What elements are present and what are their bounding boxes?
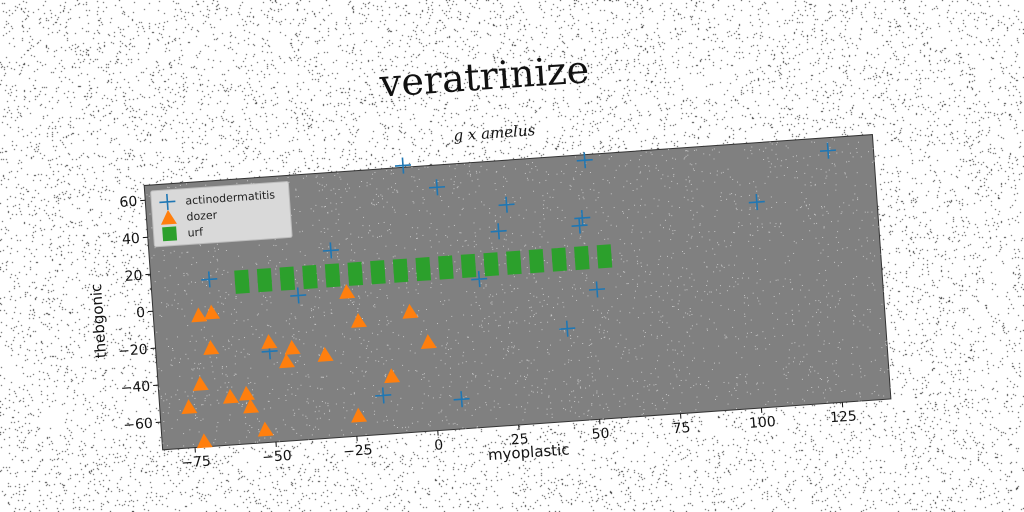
urf-point <box>234 278 250 294</box>
actinodermatitis-point <box>819 142 837 159</box>
legend-box <box>150 181 293 248</box>
urf-point <box>280 275 296 291</box>
urf-point <box>416 266 432 282</box>
dozer-point <box>196 433 213 449</box>
y-tick-label: −20 <box>118 342 149 360</box>
plot-background <box>143 134 892 451</box>
legend-marker-actinodermatitis <box>159 193 176 210</box>
y-tick-label: 20 <box>124 268 143 285</box>
urf-point <box>484 261 499 277</box>
dozer-point <box>279 353 296 369</box>
urf-point <box>597 253 613 269</box>
urf-point <box>574 255 590 271</box>
legend-label: urf <box>187 225 204 239</box>
dozer-point <box>339 284 356 300</box>
x-tick-label: −50 <box>262 448 293 466</box>
x-tick-label: 0 <box>434 437 444 454</box>
y-tick-label: 40 <box>122 231 141 248</box>
actinodermatitis-point <box>375 387 392 404</box>
dozer-point <box>384 368 401 384</box>
actinodermatitis-point <box>576 152 593 169</box>
dozer-point <box>192 376 209 391</box>
y-tick-label: −40 <box>120 379 151 397</box>
dozer-point <box>402 303 419 319</box>
actinodermatitis-point <box>559 320 576 337</box>
actinodermatitis-point <box>394 157 412 174</box>
dozer-point <box>239 385 255 401</box>
dozer-point <box>351 407 368 423</box>
dozer-point <box>203 340 220 355</box>
x-tick-label: 75 <box>672 420 691 437</box>
y-axis-label: thebgonic <box>87 283 110 359</box>
x-axis: −75 −50 −25 0 25 50 75 100 125 <box>181 402 857 472</box>
dozer-point <box>181 399 198 415</box>
urf-point <box>529 258 545 274</box>
y-tick-label: 60 <box>119 194 138 211</box>
chart-subtitle: g x amelus <box>453 121 536 145</box>
dozer-point <box>243 398 260 414</box>
actinodermatitis-point <box>571 217 588 234</box>
y-tick-label: −60 <box>123 416 154 434</box>
legend-label: actinodermatitis <box>185 188 276 207</box>
actinodermatitis-point <box>471 271 488 288</box>
x-tick-label: 100 <box>749 414 777 432</box>
dozer-point <box>257 421 274 437</box>
actinodermatitis-point <box>588 281 606 298</box>
y-axis: −60 −40 −20 0 20 40 60 <box>118 194 161 434</box>
actinodermatitis-point <box>748 194 765 211</box>
x-tick-label: 125 <box>829 408 857 426</box>
series-layer <box>181 142 837 449</box>
dozer-point <box>420 334 437 350</box>
legend-marker-dozer <box>160 209 177 225</box>
series-dozer <box>181 284 437 449</box>
urf-point <box>257 277 273 293</box>
actinodermatitis-point <box>453 391 470 408</box>
actinodermatitis-point <box>498 196 515 213</box>
y-tick-label: 0 <box>136 305 146 322</box>
dozer-point <box>317 346 334 362</box>
chart-title: veratrinize <box>377 47 590 106</box>
urf-point <box>461 263 477 278</box>
plot-speckle <box>146 138 892 447</box>
actinodermatitis-point <box>428 179 446 196</box>
plot-area <box>143 134 892 451</box>
dozer-point <box>261 334 278 350</box>
urf-point <box>370 269 386 285</box>
actinodermatitis-point <box>201 271 218 288</box>
x-axis-label: myoplastic <box>487 440 570 464</box>
actinodermatitis-point <box>290 287 307 304</box>
urf-point <box>325 272 341 288</box>
dozer-point <box>204 304 221 320</box>
urf-point <box>438 264 454 280</box>
dozer-point <box>191 307 208 323</box>
actinodermatitis-point <box>574 209 591 227</box>
x-tick-label: 25 <box>510 431 529 448</box>
dozer-point <box>222 388 239 404</box>
series-urf <box>234 244 613 294</box>
x-tick-label: 50 <box>591 426 610 443</box>
x-tick-label: −75 <box>181 454 212 472</box>
dozer-point <box>284 339 301 355</box>
urf-point <box>348 270 364 286</box>
urf-point <box>393 267 409 283</box>
legend-label: dozer <box>186 208 218 223</box>
dozer-point <box>351 312 367 328</box>
urf-point <box>552 256 567 272</box>
x-tick-label: −25 <box>343 442 374 460</box>
legend-marker-urf <box>162 226 178 242</box>
actinodermatitis-point <box>490 223 507 240</box>
urf-point <box>506 259 522 275</box>
urf-point <box>302 274 318 290</box>
actinodermatitis-point <box>322 242 339 259</box>
